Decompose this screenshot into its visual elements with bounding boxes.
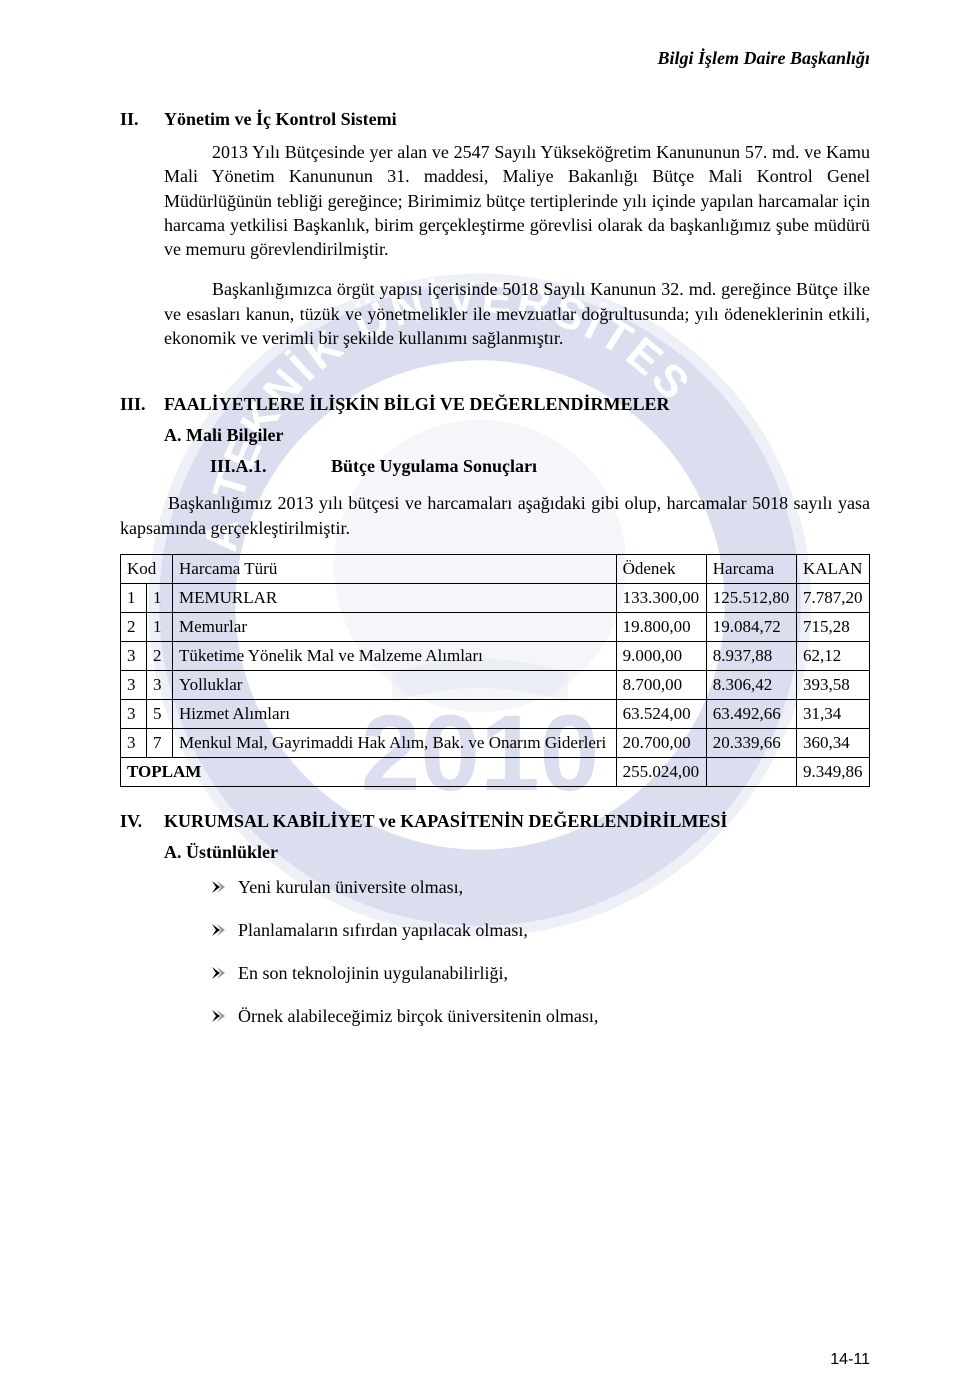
section-2-para-2: Başkanlığımızca örgüt yapısı içerisinde … bbox=[164, 277, 870, 350]
cell-name: Yolluklar bbox=[173, 670, 617, 699]
arrow-bullet-icon bbox=[210, 922, 226, 938]
table-row: 2 1 Memurlar 19.800,00 19.084,72 715,28 bbox=[121, 612, 870, 641]
table-row: 3 5 Hizmet Alımları 63.524,00 63.492,66 … bbox=[121, 699, 870, 728]
cell-harcama: 125.512,80 bbox=[706, 583, 796, 612]
cell-name: Memurlar bbox=[173, 612, 617, 641]
table-row: 1 1 MEMURLAR 133.300,00 125.512,80 7.787… bbox=[121, 583, 870, 612]
cell-k2: 7 bbox=[147, 728, 173, 757]
list-item: Yeni kurulan üniversite olması, bbox=[210, 877, 870, 898]
th-odenek: Ödenek bbox=[616, 554, 706, 583]
cell-harcama: 8.306,42 bbox=[706, 670, 796, 699]
list-item-text: Yeni kurulan üniversite olması, bbox=[238, 877, 463, 897]
table-header-row: Kod Harcama Türü Ödenek Harcama KALAN bbox=[121, 554, 870, 583]
arrow-bullet-icon bbox=[210, 1008, 226, 1024]
arrow-bullet-icon bbox=[210, 965, 226, 981]
cell-k1: 3 bbox=[121, 670, 147, 699]
cell-harcama: 19.084,72 bbox=[706, 612, 796, 641]
cell-odenek: 8.700,00 bbox=[616, 670, 706, 699]
cell-k2: 5 bbox=[147, 699, 173, 728]
cell-k1: 1 bbox=[121, 583, 147, 612]
cell-odenek: 9.000,00 bbox=[616, 641, 706, 670]
cell-harcama: 8.937,88 bbox=[706, 641, 796, 670]
section-3-iiia1-text: Bütçe Uygulama Sonuçları bbox=[331, 456, 537, 476]
section-3-sub-iiia1: III.A.1. Bütçe Uygulama Sonuçları bbox=[210, 456, 870, 477]
section-4-title: KURUMSAL KABİLİYET ve KAPASİTENİN DEĞERL… bbox=[164, 811, 727, 832]
cell-name: MEMURLAR bbox=[173, 583, 617, 612]
cell-kalan: 7.787,20 bbox=[796, 583, 869, 612]
table-row: 3 2 Tüketime Yönelik Mal ve Malzeme Alım… bbox=[121, 641, 870, 670]
section-4-num: IV. bbox=[120, 811, 164, 832]
section-4-heading: IV. KURUMSAL KABİLİYET ve KAPASİTENİN DE… bbox=[120, 811, 870, 832]
cell-k2: 2 bbox=[147, 641, 173, 670]
cell-kalan: 360,34 bbox=[796, 728, 869, 757]
section-2-heading: II. Yönetim ve İç Kontrol Sistemi bbox=[120, 109, 870, 130]
cell-k1: 3 bbox=[121, 641, 147, 670]
th-kod: Kod bbox=[121, 554, 173, 583]
cell-harcama: 63.492,66 bbox=[706, 699, 796, 728]
cell-harcama: 20.339,66 bbox=[706, 728, 796, 757]
total-kalan: 9.349,86 bbox=[796, 757, 869, 786]
advantages-list: Yeni kurulan üniversite olması, Planlama… bbox=[210, 877, 870, 1027]
section-3-heading: III. FAALİYETLERE İLİŞKİN BİLGİ VE DEĞER… bbox=[120, 394, 870, 415]
cell-k1: 2 bbox=[121, 612, 147, 641]
table-row: 3 7 Menkul Mal, Gayrimaddi Hak Alım, Bak… bbox=[121, 728, 870, 757]
cell-kalan: 393,58 bbox=[796, 670, 869, 699]
list-item-text: Örnek alabileceğimiz birçok üniversiteni… bbox=[238, 1006, 598, 1026]
table-total-row: TOPLAM 255.024,00 9.349,86 bbox=[121, 757, 870, 786]
cell-odenek: 20.700,00 bbox=[616, 728, 706, 757]
section-3-num: III. bbox=[120, 394, 164, 415]
section-4-sub-a: A. Üstünlükler bbox=[164, 842, 870, 863]
list-item-text: En son teknolojinin uygulanabilirliği, bbox=[238, 963, 508, 983]
section-3-iiia1-label: III.A.1. bbox=[210, 456, 267, 476]
cell-k2: 1 bbox=[147, 612, 173, 641]
list-item: Örnek alabileceğimiz birçok üniversiteni… bbox=[210, 1006, 870, 1027]
section-3-para-1: Başkanlığımız 2013 yılı bütçesi ve harca… bbox=[120, 491, 870, 540]
page-header-dept: Bilgi İşlem Daire Başkanlığı bbox=[120, 48, 870, 69]
section-3-sub-a: A. Mali Bilgiler bbox=[164, 425, 870, 446]
cell-k1: 3 bbox=[121, 728, 147, 757]
total-harcama bbox=[706, 757, 796, 786]
section-2-num: II. bbox=[120, 109, 164, 130]
section-3-title: FAALİYETLERE İLİŞKİN BİLGİ VE DEĞERLENDİ… bbox=[164, 394, 669, 415]
cell-k1: 3 bbox=[121, 699, 147, 728]
cell-kalan: 62,12 bbox=[796, 641, 869, 670]
th-harcama: Harcama bbox=[706, 554, 796, 583]
cell-kalan: 31,34 bbox=[796, 699, 869, 728]
cell-odenek: 133.300,00 bbox=[616, 583, 706, 612]
list-item: Planlamaların sıfırdan yapılacak olması, bbox=[210, 920, 870, 941]
th-kalan: KALAN bbox=[796, 554, 869, 583]
cell-k2: 3 bbox=[147, 670, 173, 699]
total-odenek: 255.024,00 bbox=[616, 757, 706, 786]
table-row: 3 3 Yolluklar 8.700,00 8.306,42 393,58 bbox=[121, 670, 870, 699]
cell-odenek: 63.524,00 bbox=[616, 699, 706, 728]
budget-table: Kod Harcama Türü Ödenek Harcama KALAN 1 … bbox=[120, 554, 870, 787]
cell-k2: 1 bbox=[147, 583, 173, 612]
cell-name: Menkul Mal, Gayrimaddi Hak Alım, Bak. ve… bbox=[173, 728, 617, 757]
cell-name: Tüketime Yönelik Mal ve Malzeme Alımları bbox=[173, 641, 617, 670]
section-2-title: Yönetim ve İç Kontrol Sistemi bbox=[164, 109, 397, 130]
cell-odenek: 19.800,00 bbox=[616, 612, 706, 641]
cell-name: Hizmet Alımları bbox=[173, 699, 617, 728]
page-number: 14-11 bbox=[830, 1351, 870, 1369]
list-item-text: Planlamaların sıfırdan yapılacak olması, bbox=[238, 920, 528, 940]
list-item: En son teknolojinin uygulanabilirliği, bbox=[210, 963, 870, 984]
th-turu: Harcama Türü bbox=[173, 554, 617, 583]
total-label: TOPLAM bbox=[121, 757, 617, 786]
arrow-bullet-icon bbox=[210, 879, 226, 895]
cell-kalan: 715,28 bbox=[796, 612, 869, 641]
section-2-para-1: 2013 Yılı Bütçesinde yer alan ve 2547 Sa… bbox=[164, 140, 870, 261]
